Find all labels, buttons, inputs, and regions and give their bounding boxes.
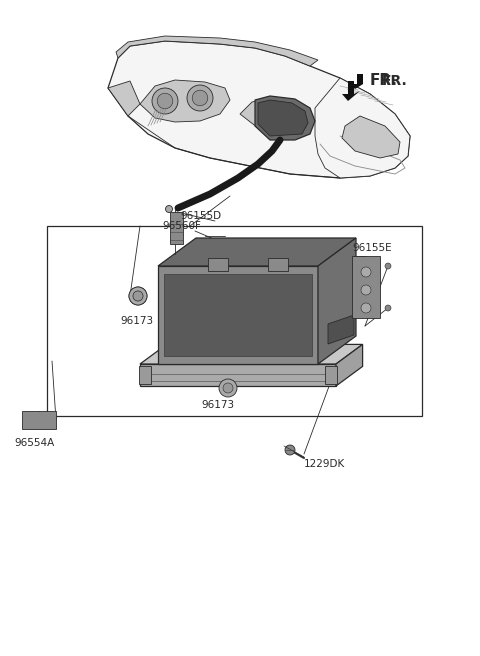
Polygon shape bbox=[255, 96, 315, 140]
Polygon shape bbox=[108, 41, 410, 178]
Circle shape bbox=[285, 445, 295, 455]
Polygon shape bbox=[116, 36, 318, 66]
Polygon shape bbox=[352, 256, 380, 318]
Circle shape bbox=[219, 379, 237, 397]
Text: 96173: 96173 bbox=[120, 316, 153, 326]
Polygon shape bbox=[325, 366, 337, 384]
Circle shape bbox=[157, 93, 173, 109]
Text: 96554A: 96554A bbox=[14, 438, 54, 448]
Circle shape bbox=[152, 88, 178, 114]
Text: 96155E: 96155E bbox=[352, 243, 392, 253]
Polygon shape bbox=[268, 258, 288, 271]
Polygon shape bbox=[139, 366, 151, 384]
Polygon shape bbox=[22, 411, 56, 429]
Circle shape bbox=[129, 287, 147, 305]
Polygon shape bbox=[108, 81, 140, 116]
Circle shape bbox=[133, 291, 143, 301]
Polygon shape bbox=[318, 238, 356, 364]
Polygon shape bbox=[158, 266, 318, 364]
Polygon shape bbox=[164, 274, 312, 356]
Circle shape bbox=[223, 383, 233, 393]
Text: 1229DK: 1229DK bbox=[304, 459, 345, 469]
Circle shape bbox=[361, 285, 371, 295]
Polygon shape bbox=[315, 78, 410, 178]
Circle shape bbox=[361, 267, 371, 277]
Text: FR.: FR. bbox=[370, 73, 398, 88]
Bar bbox=[47, 226, 422, 416]
Circle shape bbox=[361, 303, 371, 313]
Polygon shape bbox=[158, 238, 356, 266]
Polygon shape bbox=[350, 74, 368, 89]
Circle shape bbox=[192, 91, 208, 106]
Polygon shape bbox=[342, 116, 400, 158]
Circle shape bbox=[129, 287, 147, 305]
Circle shape bbox=[385, 305, 391, 311]
Circle shape bbox=[187, 85, 213, 111]
Polygon shape bbox=[328, 315, 354, 344]
Polygon shape bbox=[336, 344, 362, 386]
Circle shape bbox=[133, 291, 143, 301]
Polygon shape bbox=[140, 364, 336, 386]
Polygon shape bbox=[208, 258, 228, 271]
Polygon shape bbox=[140, 344, 362, 364]
Text: 96173: 96173 bbox=[202, 400, 235, 410]
Polygon shape bbox=[240, 98, 298, 129]
Text: 96155D: 96155D bbox=[180, 211, 221, 221]
Circle shape bbox=[385, 263, 391, 269]
Circle shape bbox=[166, 205, 172, 213]
Polygon shape bbox=[258, 100, 308, 136]
Text: 96560F: 96560F bbox=[162, 221, 201, 231]
Polygon shape bbox=[170, 212, 183, 244]
Polygon shape bbox=[140, 80, 230, 122]
Text: FR.: FR. bbox=[382, 74, 408, 88]
Polygon shape bbox=[342, 81, 360, 101]
